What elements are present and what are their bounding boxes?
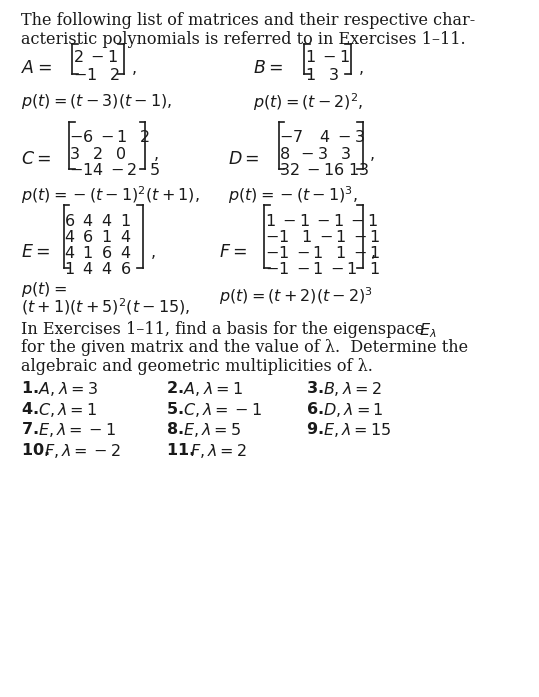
Text: $E_\lambda$: $E_\lambda$ [419, 321, 437, 340]
Text: The following list of matrices and their respective char-: The following list of matrices and their… [20, 12, 475, 29]
Text: $,$: $,$ [358, 61, 363, 77]
Text: $E, \lambda = -1$: $E, \lambda = -1$ [38, 422, 115, 439]
Text: $E =$: $E =$ [20, 245, 50, 261]
Text: $F, \lambda = 2$: $F, \lambda = 2$ [190, 442, 247, 460]
Text: $-7\;\;\;\;4\;-3$: $-7\;\;\;\;4\;-3$ [279, 129, 365, 146]
Text: $p(t) = -(t-1)^2(t+1),$: $p(t) = -(t-1)^2(t+1),$ [20, 184, 199, 206]
Text: $\mathbf{3.}$: $\mathbf{3.}$ [306, 380, 323, 397]
Text: $p(t) =$: $p(t) =$ [20, 280, 66, 300]
Text: $8\;\;-3\;\;\;3$: $8\;\;-3\;\;\;3$ [279, 146, 351, 163]
Text: $p(t) = (t+2)(t-2)^3$: $p(t) = (t+2)(t-2)^3$ [219, 285, 373, 307]
Text: $E, \lambda = 5$: $E, \lambda = 5$ [183, 422, 241, 439]
Text: $\mathbf{11.}$: $\mathbf{11.}$ [165, 442, 195, 459]
Text: $-1\;\;\;1\;-1\;-1$: $-1\;\;\;1\;-1\;-1$ [265, 229, 380, 246]
Text: $6\;\;4\;\;4\;\;1$: $6\;\;4\;\;4\;\;1$ [64, 213, 132, 230]
Text: $p(t) = (t-3)(t-1),$: $p(t) = (t-3)(t-1),$ [20, 91, 172, 111]
Text: $,$: $,$ [153, 146, 158, 163]
Text: $B, \lambda = 2$: $B, \lambda = 2$ [322, 380, 382, 398]
Text: $1\;-1$: $1\;-1$ [305, 49, 350, 66]
Text: $-1\;-1\;\;\;1\;-1$: $-1\;-1\;\;\;1\;-1$ [265, 245, 380, 262]
Text: $B =$: $B =$ [253, 61, 282, 77]
Text: In Exercises 1–11, find a basis for the eigenspace: In Exercises 1–11, find a basis for the … [20, 321, 424, 339]
Text: $-1\;\;\;2$: $-1\;\;\;2$ [73, 67, 120, 84]
Text: $,$: $,$ [131, 61, 136, 77]
Text: $A, \lambda = 3$: $A, \lambda = 3$ [38, 380, 98, 398]
Text: $,$: $,$ [370, 245, 375, 261]
Text: $3\;\;\;2\;\;\;0$: $3\;\;\;2\;\;\;0$ [69, 146, 126, 163]
Text: $-6\;-1\;\;\;2$: $-6\;-1\;\;\;2$ [69, 129, 150, 146]
Text: $\mathbf{4.}$: $\mathbf{4.}$ [20, 401, 38, 418]
Text: acteristic polynomials is referred to in Exercises 1–11.: acteristic polynomials is referred to in… [20, 31, 465, 47]
Text: $E, \lambda = 15$: $E, \lambda = 15$ [322, 422, 391, 439]
Text: $\mathbf{5.}$: $\mathbf{5.}$ [165, 401, 183, 418]
Text: $A =$: $A =$ [20, 61, 52, 77]
Text: $C, \lambda = 1$: $C, \lambda = 1$ [38, 401, 97, 419]
Text: $F, \lambda = -2$: $F, \lambda = -2$ [44, 442, 121, 460]
Text: $-14\;-2\;\;\;5$: $-14\;-2\;\;\;5$ [69, 162, 161, 179]
Text: $(t+1)(t+5)^2(t-15),$: $(t+1)(t+5)^2(t-15),$ [20, 296, 190, 317]
Text: $F =$: $F =$ [219, 245, 247, 261]
Text: $2\;-1$: $2\;-1$ [73, 49, 118, 66]
Text: $p(t) = (t-2)^2,$: $p(t) = (t-2)^2,$ [253, 91, 363, 114]
Text: $\mathbf{7.}$: $\mathbf{7.}$ [20, 422, 38, 438]
Text: $p(t) = -(t-1)^3,$: $p(t) = -(t-1)^3,$ [229, 184, 358, 206]
Text: $,$: $,$ [369, 146, 375, 163]
Text: for the given matrix and the value of λ.  Determine the: for the given matrix and the value of λ.… [20, 339, 468, 356]
Text: $4\;\;1\;\;6\;\;4$: $4\;\;1\;\;6\;\;4$ [64, 245, 132, 262]
Text: $C =$: $C =$ [20, 151, 51, 168]
Text: $1\;\;\;3$: $1\;\;\;3$ [305, 67, 338, 84]
Text: $\mathbf{9.}$: $\mathbf{9.}$ [306, 422, 323, 438]
Text: $C, \lambda = -1$: $C, \lambda = -1$ [183, 401, 261, 419]
Text: $\mathbf{8.}$: $\mathbf{8.}$ [165, 422, 183, 438]
Text: $\mathbf{6.}$: $\mathbf{6.}$ [306, 401, 323, 418]
Text: $A, \lambda = 1$: $A, \lambda = 1$ [183, 380, 243, 398]
Text: $D, \lambda = 1$: $D, \lambda = 1$ [322, 401, 383, 419]
Text: $\mathbf{2.}$: $\mathbf{2.}$ [165, 380, 183, 397]
Text: $,$: $,$ [150, 245, 156, 261]
Text: $D =$: $D =$ [229, 151, 260, 168]
Text: $\mathbf{1.}$: $\mathbf{1.}$ [20, 380, 38, 397]
Text: $1\;\;4\;\;4\;\;6$: $1\;\;4\;\;4\;\;6$ [64, 261, 132, 278]
Text: $-1\;-1\;-1\;\;\;1$: $-1\;-1\;-1\;\;\;1$ [265, 261, 380, 278]
Text: algebraic and geometric multiplicities of λ.: algebraic and geometric multiplicities o… [20, 358, 372, 374]
Text: $4\;\;6\;\;1\;\;4$: $4\;\;6\;\;1\;\;4$ [64, 229, 132, 246]
Text: $\mathbf{10.}$: $\mathbf{10.}$ [20, 442, 50, 459]
Text: $32\;-16\;13$: $32\;-16\;13$ [279, 162, 369, 179]
Text: $1\;-1\;-1\;-1$: $1\;-1\;-1\;-1$ [265, 213, 378, 230]
